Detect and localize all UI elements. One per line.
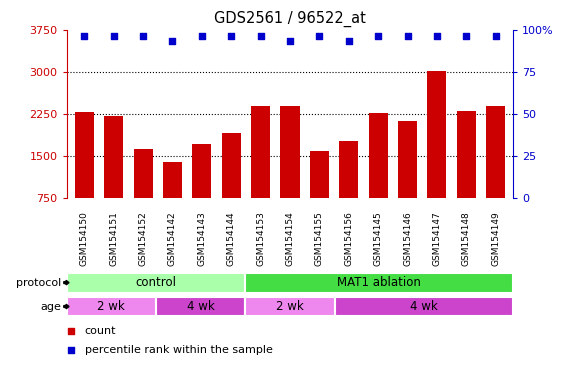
Text: 2 wk: 2 wk <box>276 300 304 313</box>
Point <box>403 33 412 40</box>
Text: percentile rank within the sample: percentile rank within the sample <box>85 345 273 355</box>
Bar <box>245 296 335 316</box>
Bar <box>193 144 211 240</box>
Bar <box>156 296 245 316</box>
Bar <box>67 273 245 293</box>
Text: GSM154149: GSM154149 <box>491 211 500 266</box>
Text: MAT1 ablation: MAT1 ablation <box>338 276 421 289</box>
Point <box>315 33 324 40</box>
Bar <box>104 116 124 240</box>
Point <box>432 33 441 40</box>
Bar <box>339 141 358 240</box>
Point <box>344 38 353 45</box>
Text: 4 wk: 4 wk <box>187 300 215 313</box>
Point <box>79 33 89 40</box>
Bar <box>335 296 513 316</box>
Text: GSM154144: GSM154144 <box>227 212 235 266</box>
Text: control: control <box>136 276 176 289</box>
Bar <box>222 133 241 240</box>
Text: GSM154147: GSM154147 <box>433 211 441 266</box>
Bar <box>369 113 387 240</box>
Text: GSM154143: GSM154143 <box>197 211 206 266</box>
Text: age: age <box>40 301 61 311</box>
Bar <box>398 121 417 240</box>
Text: GSM154154: GSM154154 <box>285 211 295 266</box>
Point <box>374 33 383 40</box>
Text: GSM154145: GSM154145 <box>374 211 383 266</box>
Bar <box>67 296 156 316</box>
Title: GDS2561 / 96522_at: GDS2561 / 96522_at <box>214 11 366 27</box>
Point <box>227 33 236 40</box>
Point <box>168 38 177 45</box>
Text: 2 wk: 2 wk <box>97 300 125 313</box>
Point <box>139 33 148 40</box>
Bar <box>456 111 476 240</box>
Point <box>462 33 471 40</box>
Bar <box>163 162 182 240</box>
Text: GSM154148: GSM154148 <box>462 211 471 266</box>
Text: GSM154155: GSM154155 <box>315 211 324 266</box>
Text: GSM154146: GSM154146 <box>403 211 412 266</box>
Bar <box>75 112 94 240</box>
Text: GSM154156: GSM154156 <box>345 211 353 266</box>
Bar <box>310 151 329 240</box>
Text: GSM154153: GSM154153 <box>256 211 265 266</box>
Point <box>109 33 118 40</box>
Bar <box>245 273 513 293</box>
Point <box>326 78 335 84</box>
Bar <box>427 71 447 240</box>
Text: count: count <box>85 326 116 336</box>
Point <box>285 38 295 45</box>
Text: protocol: protocol <box>16 278 61 288</box>
Point <box>326 251 335 257</box>
Text: 4 wk: 4 wk <box>410 300 438 313</box>
Point <box>491 33 501 40</box>
Bar <box>486 106 505 240</box>
Text: GSM154152: GSM154152 <box>139 211 147 266</box>
Text: GSM154142: GSM154142 <box>168 212 177 266</box>
Bar <box>251 106 270 240</box>
Bar <box>281 106 299 240</box>
Text: GSM154151: GSM154151 <box>109 211 118 266</box>
Bar <box>133 149 153 240</box>
Point <box>197 33 206 40</box>
Text: GSM154150: GSM154150 <box>80 211 89 266</box>
Point <box>256 33 265 40</box>
